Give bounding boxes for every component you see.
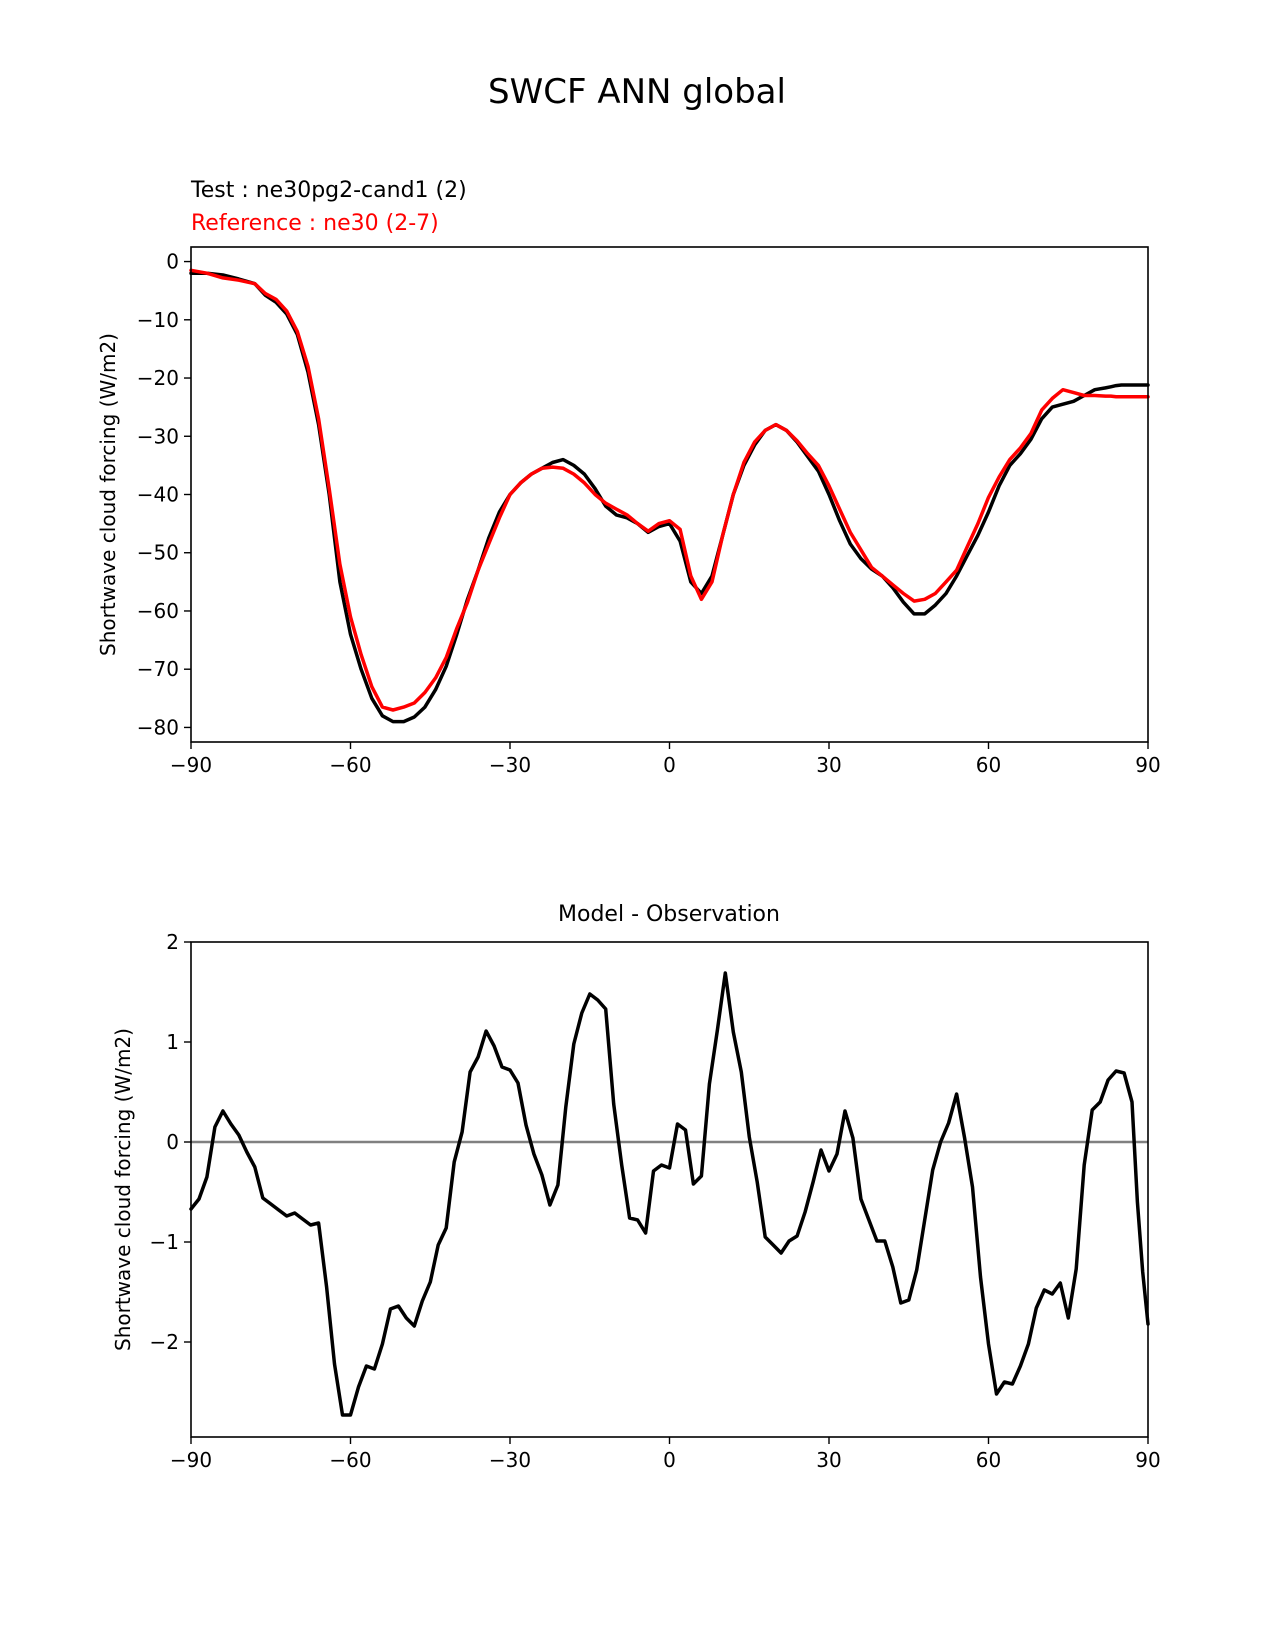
top-plot-x-tick-label: 90 bbox=[1135, 753, 1160, 777]
bottom-plot-x-tick-label: −60 bbox=[329, 1448, 371, 1472]
bottom-plot-y-axis-label: Shortwave cloud forcing (W/m2) bbox=[111, 1028, 135, 1351]
bottom-plot-y-tick-label: 2 bbox=[166, 930, 179, 954]
top-plot-y-tick-label: −30 bbox=[137, 424, 179, 448]
test-label: Test : ne30pg2-cand1 (2) bbox=[190, 178, 467, 203]
figure-title: SWCF ANN global bbox=[488, 72, 786, 112]
bottom-plot-y-tick-label: −1 bbox=[150, 1230, 179, 1254]
top-plot: −90 −60 −30 0 30 60 90 0 −10 −20 −30 −40 −50 −60 −70 −8… bbox=[96, 246, 1161, 777]
top-plot-y-tick-label: −80 bbox=[137, 715, 179, 739]
bottom-plot-series-a-line bbox=[189, 971, 1150, 1417]
top-plot-x-tick-label: −60 bbox=[329, 753, 371, 777]
top-plot-x-tick-label: 60 bbox=[976, 753, 1001, 777]
top-plot-x-tick-label: 0 bbox=[663, 753, 676, 777]
top-plot-y-tick-label: −50 bbox=[137, 541, 179, 565]
bottom-plot-x-tick-label: −30 bbox=[489, 1448, 531, 1472]
top-plot-series-b-line bbox=[189, 268, 1150, 712]
bottom-plot-title: Model - Observation bbox=[558, 902, 780, 927]
bottom-plot-y-tick-label: −2 bbox=[150, 1330, 179, 1354]
top-plot-y-tick-label: −60 bbox=[137, 599, 179, 623]
bottom-plot-x-tick-label: 30 bbox=[816, 1448, 841, 1472]
top-plot-y-axis-label: Shortwave cloud forcing (W/m2) bbox=[96, 333, 120, 656]
bottom-plot-y-tick-label: 1 bbox=[166, 1030, 179, 1054]
top-plot-y-tick-label: −20 bbox=[137, 366, 179, 390]
bottom-plot-y-tick-label: 0 bbox=[166, 1130, 179, 1154]
top-plot-y-tick-label: −40 bbox=[137, 483, 179, 507]
bottom-plot-x-tick-label: 0 bbox=[663, 1448, 676, 1472]
bottom-plot-x-tick-label: −90 bbox=[170, 1448, 212, 1472]
bottom-plot: −90 −60 −30 0 30 60 90 2 1 0 −1 −2 Shortwave cloud f… bbox=[111, 930, 1161, 1472]
top-plot-y-tick-label: 0 bbox=[166, 250, 179, 274]
reference-label: Reference : ne30 (2-7) bbox=[191, 211, 439, 236]
top-plot-series-a-line bbox=[189, 271, 1150, 724]
top-plot-y-tick-label: −10 bbox=[137, 308, 179, 332]
bottom-plot-x-tick-label: 60 bbox=[976, 1448, 1001, 1472]
top-plot-x-tick-label: −30 bbox=[489, 753, 531, 777]
bottom-plot-x-tick-label: 90 bbox=[1135, 1448, 1160, 1472]
top-plot-y-tick-label: −70 bbox=[137, 657, 179, 681]
top-plot-x-tick-label: 30 bbox=[816, 753, 841, 777]
top-plot-x-tick-label: −90 bbox=[170, 753, 212, 777]
